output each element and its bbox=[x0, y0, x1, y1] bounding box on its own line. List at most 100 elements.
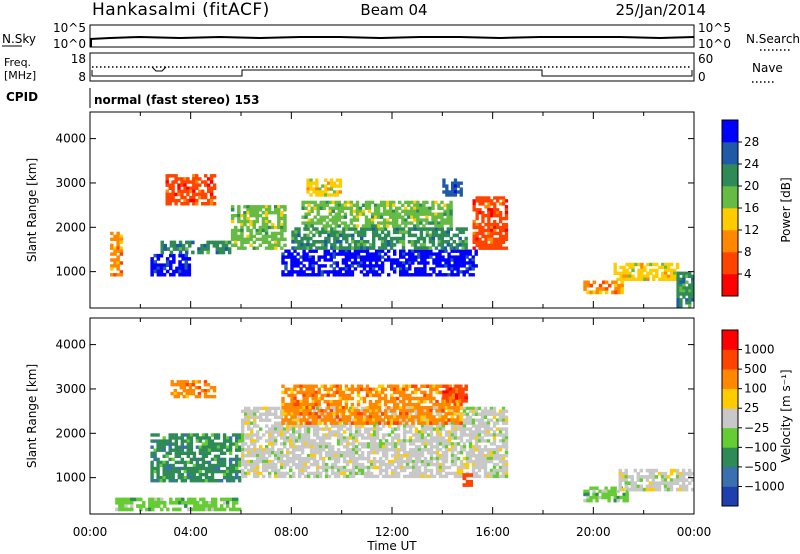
heatmap-cell bbox=[222, 476, 227, 480]
heatmap-cell bbox=[247, 451, 251, 455]
heatmap-cell bbox=[372, 430, 377, 434]
heatmap-cell bbox=[237, 211, 241, 215]
beam-title: Beam 04 bbox=[360, 1, 427, 19]
heatmap-cell bbox=[425, 200, 429, 205]
heatmap-cell bbox=[462, 483, 467, 487]
heatmap-cell bbox=[323, 387, 327, 392]
heatmap-cell bbox=[182, 389, 186, 393]
heatmap-cell bbox=[447, 252, 451, 256]
heatmap-cell bbox=[480, 448, 485, 452]
heatmap-cell bbox=[437, 233, 441, 238]
heatmap-cell bbox=[186, 472, 190, 477]
heatmap-cell bbox=[426, 384, 430, 388]
heatmap-cell bbox=[453, 267, 457, 271]
heatmap-cell bbox=[210, 463, 215, 468]
heatmap-cell bbox=[313, 221, 317, 225]
heatmap-cell bbox=[318, 451, 323, 455]
heatmap-cell bbox=[389, 203, 393, 207]
heatmap-cell bbox=[382, 206, 387, 210]
heatmap-cell bbox=[413, 203, 417, 207]
heatmap-cell bbox=[356, 255, 361, 259]
heatmap-cell bbox=[253, 439, 257, 443]
heatmap-cell bbox=[414, 465, 419, 470]
heatmap-cell bbox=[280, 474, 284, 479]
heatmap-cell bbox=[348, 451, 353, 455]
heatmap-cell bbox=[353, 387, 358, 392]
heatmap-cell bbox=[481, 211, 485, 215]
heatmap-cell bbox=[399, 465, 404, 470]
heatmap-cell bbox=[441, 424, 446, 428]
heatmap-cell bbox=[247, 421, 251, 425]
heatmap-cell bbox=[356, 249, 361, 253]
heatmap-cell bbox=[435, 384, 439, 388]
heatmap-cell bbox=[423, 409, 428, 413]
heatmap-cell bbox=[462, 462, 467, 467]
heatmap-cell bbox=[219, 457, 224, 462]
heatmap-cell bbox=[159, 269, 164, 274]
heatmap-cell bbox=[481, 214, 485, 218]
heatmap-cell bbox=[438, 433, 443, 437]
heatmap-region bbox=[110, 231, 124, 277]
heatmap-cell bbox=[187, 257, 192, 261]
heatmap-cell bbox=[480, 412, 485, 416]
heatmap-cell bbox=[216, 442, 221, 446]
heatmap-cell bbox=[185, 394, 189, 399]
heatmap-cell bbox=[444, 459, 449, 464]
heatmap-cell bbox=[504, 442, 509, 446]
heatmap-cell bbox=[640, 265, 644, 270]
heatmap-cell bbox=[324, 451, 329, 455]
heatmap-cell bbox=[198, 445, 203, 449]
heatmap-cell bbox=[177, 466, 181, 471]
heatmap-cell bbox=[432, 445, 437, 449]
heatmap-cell bbox=[504, 445, 509, 449]
heatmap-cell bbox=[253, 471, 257, 476]
heatmap-cell bbox=[229, 497, 233, 502]
heatmap-cell bbox=[189, 442, 194, 446]
heatmap-cell bbox=[435, 390, 439, 395]
heatmap-cell bbox=[474, 471, 479, 476]
heatmap-cell bbox=[396, 462, 401, 467]
heatmap-cell bbox=[447, 439, 452, 443]
heatmap-cell bbox=[262, 412, 266, 416]
heatmap-cell bbox=[420, 421, 424, 425]
heatmap-cell bbox=[209, 192, 214, 197]
heatmap-cell bbox=[312, 190, 316, 194]
heatmap-cell bbox=[652, 277, 656, 281]
heatmap-cell bbox=[204, 192, 208, 197]
heatmap-cell bbox=[311, 406, 315, 410]
heatmap-cell bbox=[401, 209, 405, 213]
heatmap-cell bbox=[478, 231, 482, 236]
heatmap-cell bbox=[613, 498, 617, 503]
heatmap-cell bbox=[504, 231, 509, 236]
heatmap-cell bbox=[344, 421, 349, 425]
heatmap-cell bbox=[420, 418, 424, 422]
heatmap-cell bbox=[309, 230, 313, 235]
heatmap-cell bbox=[216, 463, 221, 468]
colorbar-segment bbox=[722, 330, 738, 350]
heatmap-cell bbox=[417, 454, 422, 458]
heatmap-cell bbox=[456, 418, 460, 422]
heatmap-cell bbox=[420, 442, 425, 446]
heatmap-cell bbox=[465, 252, 469, 256]
heatmap-cell bbox=[325, 224, 329, 228]
heatmap-cell bbox=[232, 504, 236, 508]
heatmap-cell bbox=[341, 390, 346, 395]
heatmap-cell bbox=[383, 252, 388, 256]
heatmap-cell bbox=[336, 246, 340, 250]
heatmap-cell bbox=[312, 240, 316, 244]
heatmap-cell bbox=[180, 436, 184, 440]
heatmap-cell bbox=[322, 218, 326, 222]
heatmap-cell bbox=[364, 203, 369, 207]
heatmap-cell bbox=[434, 218, 438, 222]
heatmap-cell bbox=[186, 433, 190, 437]
heatmap-cell bbox=[195, 460, 200, 465]
heatmap-cell bbox=[189, 476, 194, 480]
heatmap-cell bbox=[390, 418, 395, 422]
heatmap-region bbox=[301, 200, 453, 228]
heatmap-cell bbox=[207, 460, 212, 465]
heatmap-cell bbox=[446, 215, 450, 219]
heatmap-cell bbox=[150, 257, 154, 261]
heatmap-cell bbox=[402, 451, 407, 455]
heatmap-cell bbox=[331, 215, 335, 219]
heatmap-cell bbox=[165, 460, 169, 465]
